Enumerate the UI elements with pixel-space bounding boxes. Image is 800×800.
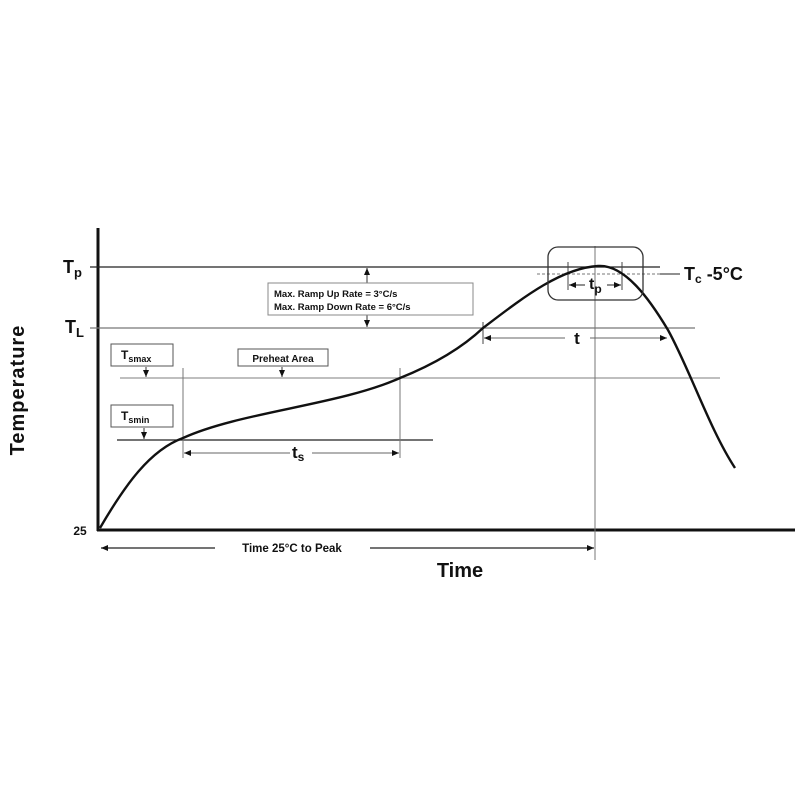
time-to-peak-label: Time 25°C to Peak xyxy=(242,543,342,555)
ramp-rate-box xyxy=(267,282,474,316)
y-origin-label: 25 xyxy=(73,524,87,538)
x-axis-label: Time xyxy=(437,560,483,582)
ramp-up-text: Max. Ramp Up Rate = 3°C/s xyxy=(274,289,397,300)
ramp-down-text: Max. Ramp Down Rate = 6°C/s xyxy=(274,302,411,313)
tc-label: Tc -5°C xyxy=(684,264,743,286)
y-axis-label: Temperature xyxy=(7,325,29,456)
t-label: t xyxy=(574,329,580,348)
peak-zone-box xyxy=(547,246,644,301)
tp-label: Tp xyxy=(63,257,82,280)
tsmin-box xyxy=(110,404,174,428)
tl-label: TL xyxy=(65,317,84,340)
tsmax-box xyxy=(110,343,174,367)
tp-duration-label: tp xyxy=(589,276,602,296)
preheat-text: Preheat Area xyxy=(252,354,314,365)
preheat-box xyxy=(237,348,329,367)
tsmin-label: Tsmin xyxy=(121,409,149,425)
tsmax-label: Tsmax xyxy=(121,348,151,364)
ts-label: ts xyxy=(292,443,305,464)
temperature-profile-curve xyxy=(98,264,737,529)
